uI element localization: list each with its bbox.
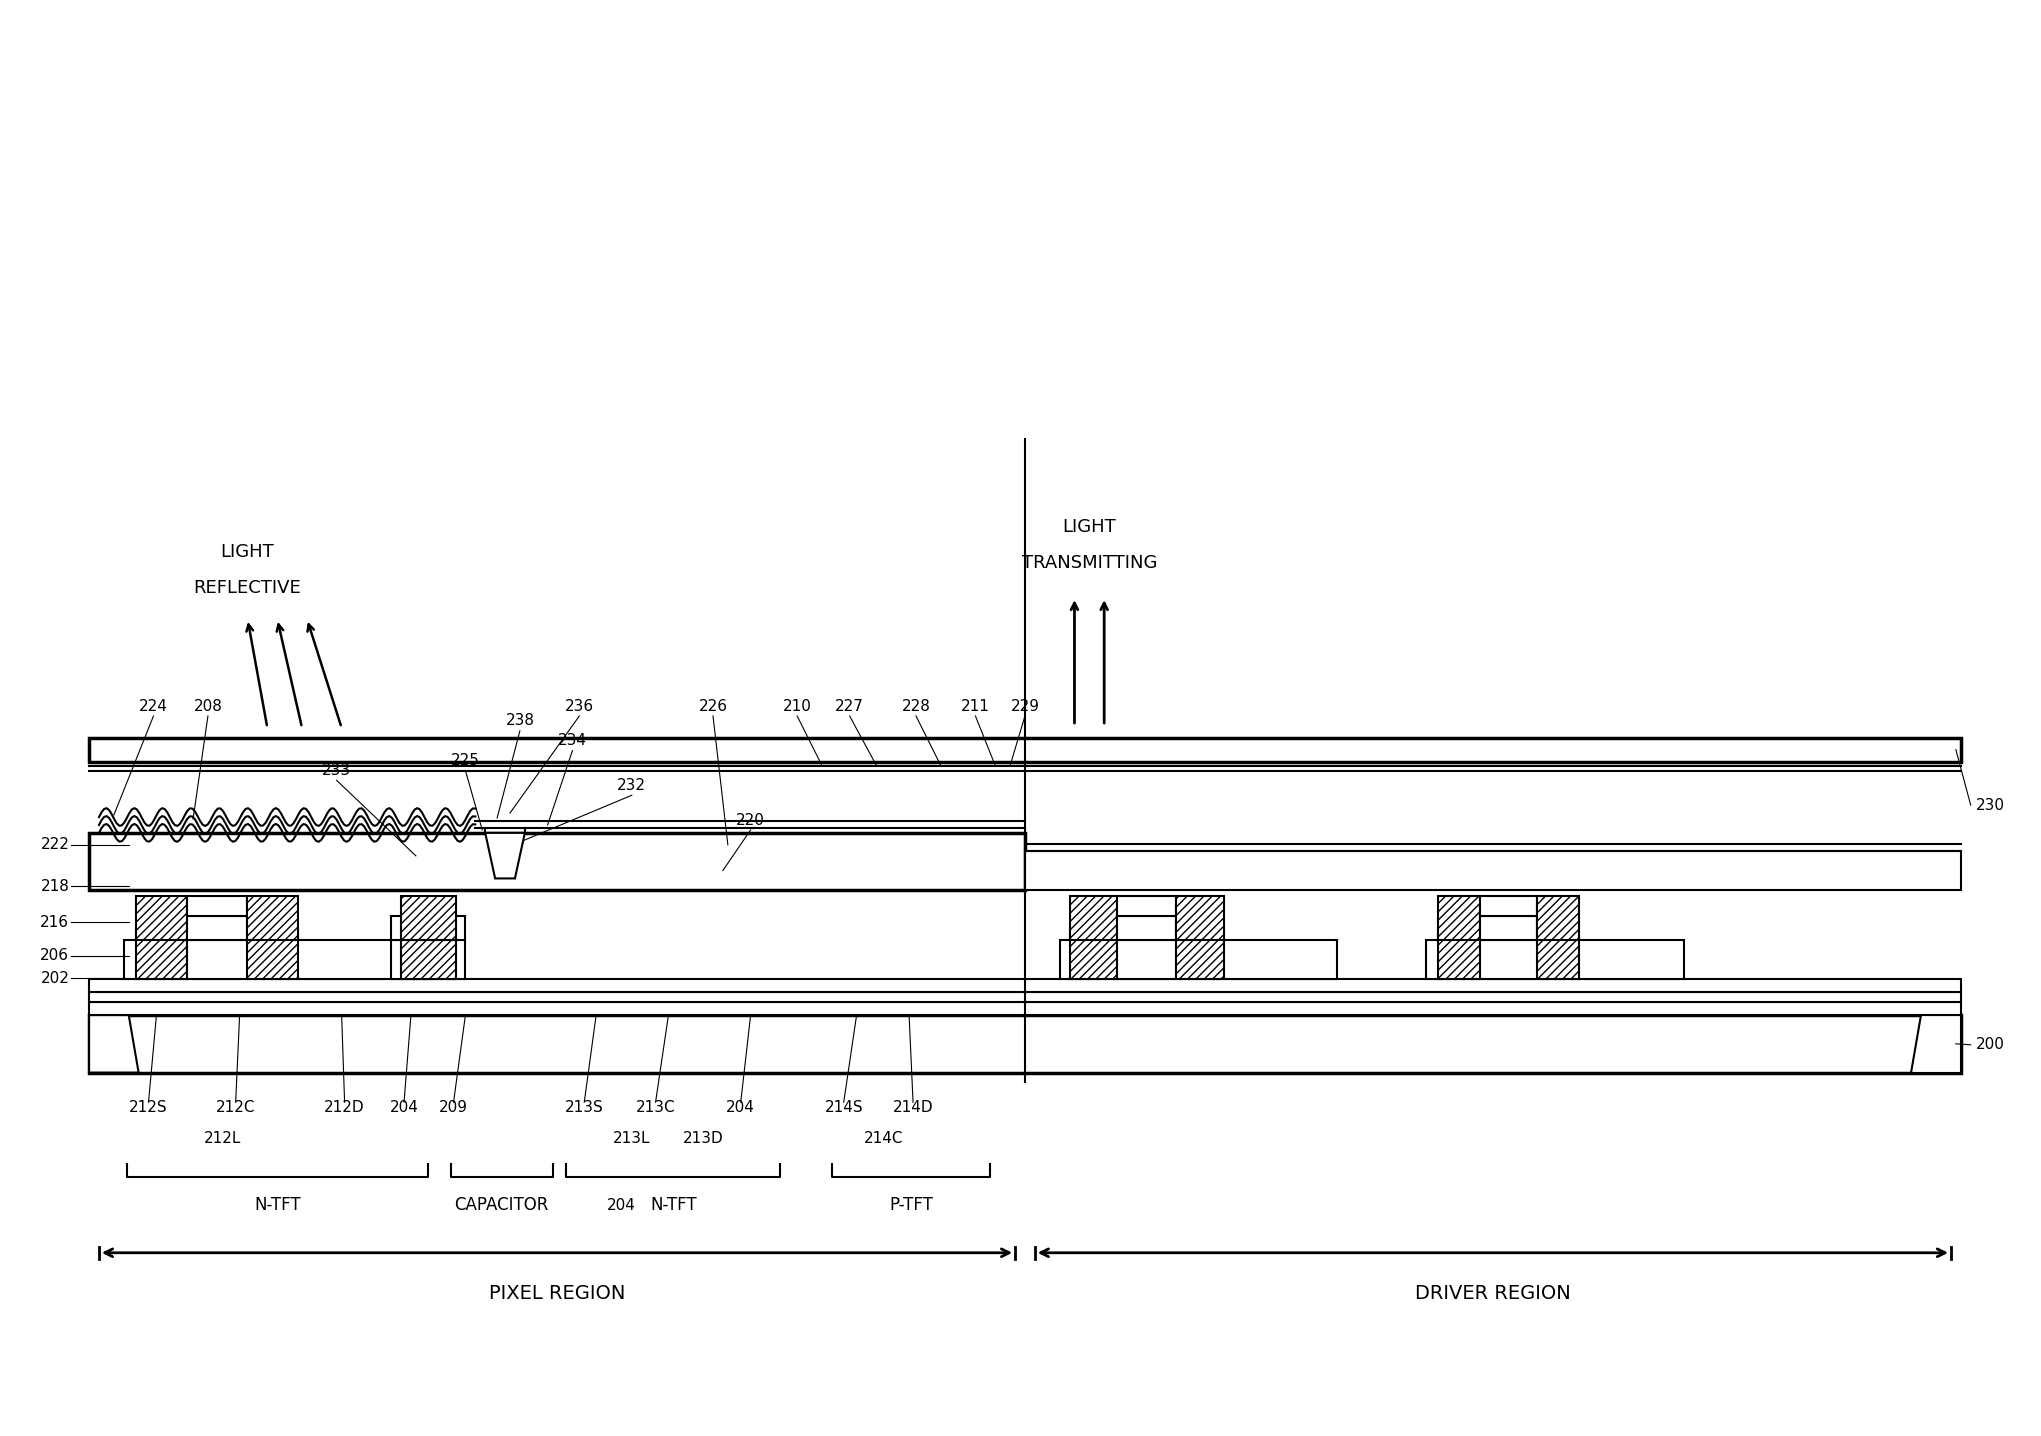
Text: LIGHT: LIGHT — [1063, 518, 1116, 536]
Text: 238: 238 — [506, 714, 535, 728]
Text: 229: 229 — [1010, 699, 1039, 714]
Text: 218: 218 — [41, 879, 69, 893]
Text: 224: 224 — [139, 699, 167, 714]
Bar — [1439, 932, 1480, 979]
Bar — [1537, 896, 1578, 939]
Text: 212L: 212L — [204, 1132, 241, 1146]
Text: 213L: 213L — [612, 1132, 651, 1146]
Text: 212D: 212D — [325, 1100, 365, 1116]
Bar — [125, 939, 431, 979]
Bar — [90, 1015, 1961, 1073]
Text: 211: 211 — [961, 699, 990, 714]
Text: 234: 234 — [557, 734, 588, 748]
Text: 204: 204 — [606, 1198, 635, 1213]
Bar — [1059, 939, 1337, 979]
Text: 220: 220 — [737, 813, 765, 827]
Bar — [1116, 916, 1176, 939]
Text: 213D: 213D — [684, 1132, 723, 1146]
Bar — [1537, 932, 1578, 979]
Text: 213S: 213S — [565, 1100, 604, 1116]
Bar — [392, 916, 465, 939]
Text: 228: 228 — [902, 699, 931, 714]
Bar — [247, 932, 298, 979]
Bar — [90, 979, 1961, 992]
Text: 204: 204 — [390, 1100, 418, 1116]
Bar — [392, 939, 465, 979]
Bar — [90, 1002, 1961, 1015]
Text: PIXEL REGION: PIXEL REGION — [490, 1284, 625, 1304]
Text: 213C: 213C — [635, 1100, 676, 1116]
Bar — [1116, 896, 1176, 916]
Text: 214S: 214S — [825, 1100, 863, 1116]
Text: 226: 226 — [698, 699, 727, 714]
Bar — [1176, 896, 1225, 939]
Text: 230: 230 — [1976, 797, 2004, 813]
Text: 233: 233 — [322, 763, 351, 778]
Bar — [400, 932, 455, 979]
Text: N-TFT: N-TFT — [253, 1196, 300, 1215]
Bar — [1480, 896, 1537, 916]
Text: 209: 209 — [439, 1100, 467, 1116]
Bar — [1427, 939, 1684, 979]
Text: 214D: 214D — [892, 1100, 933, 1116]
Text: 236: 236 — [565, 699, 594, 714]
Text: P-TFT: P-TFT — [890, 1196, 933, 1215]
Text: 200: 200 — [1976, 1037, 2004, 1053]
Bar — [90, 992, 1961, 1002]
Text: 232: 232 — [616, 778, 647, 793]
Bar — [1069, 932, 1116, 979]
Bar — [135, 896, 188, 939]
Bar — [400, 896, 455, 939]
Bar — [1480, 916, 1537, 939]
Text: 222: 222 — [41, 837, 69, 852]
Text: DRIVER REGION: DRIVER REGION — [1414, 1284, 1572, 1304]
Bar — [1439, 896, 1480, 939]
Bar — [1176, 932, 1225, 979]
Text: 206: 206 — [41, 948, 69, 964]
Text: 225: 225 — [451, 752, 480, 768]
Text: 214C: 214C — [863, 1132, 902, 1146]
Text: LIGHT: LIGHT — [220, 543, 273, 560]
Text: 208: 208 — [194, 699, 222, 714]
Polygon shape — [1910, 1015, 1961, 1073]
Text: TRANSMITTING: TRANSMITTING — [1023, 554, 1157, 573]
Bar — [90, 738, 1961, 761]
Bar — [135, 932, 188, 979]
Text: REFLECTIVE: REFLECTIVE — [194, 579, 302, 597]
Bar — [1069, 896, 1116, 939]
Text: CAPACITOR: CAPACITOR — [455, 1196, 549, 1215]
Polygon shape — [90, 1015, 139, 1073]
Text: N-TFT: N-TFT — [651, 1196, 696, 1215]
Bar — [1025, 850, 1961, 890]
Bar — [247, 896, 298, 939]
Text: 202: 202 — [41, 971, 69, 987]
Text: 227: 227 — [835, 699, 863, 714]
Polygon shape — [486, 833, 525, 879]
Text: 212S: 212S — [129, 1100, 167, 1116]
Polygon shape — [90, 833, 1025, 890]
Bar — [188, 916, 247, 939]
Text: 212C: 212C — [216, 1100, 255, 1116]
Text: 216: 216 — [41, 915, 69, 929]
Text: 204: 204 — [727, 1100, 755, 1116]
Text: 210: 210 — [784, 699, 812, 714]
Bar — [188, 896, 247, 916]
